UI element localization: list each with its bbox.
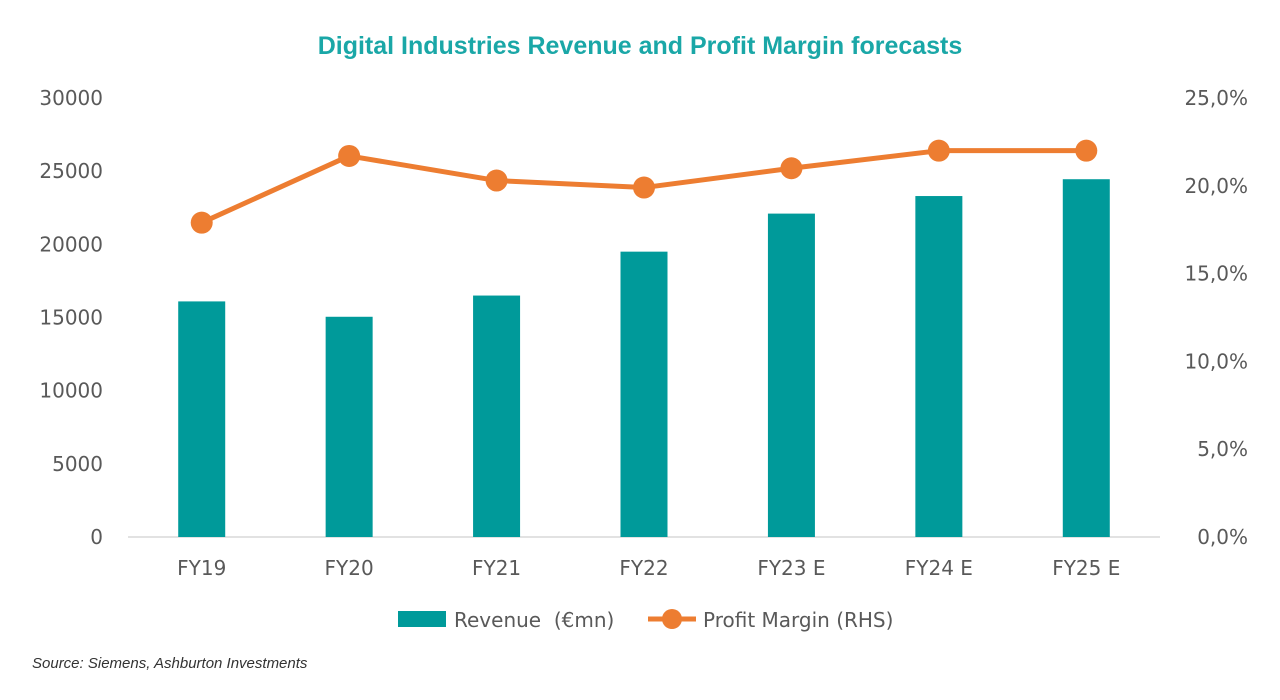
x-tick-label: FY25 E xyxy=(1052,556,1120,580)
left-tick-label: 15000 xyxy=(39,306,103,330)
right-tick-label: 20,0% xyxy=(1184,174,1248,198)
legend-margin-label: Profit Margin (RHS) xyxy=(703,608,893,632)
right-tick-label: 0,0% xyxy=(1197,525,1248,549)
revenue-bar xyxy=(473,295,521,537)
left-tick-label: 30000 xyxy=(39,86,103,110)
profit-margin-point xyxy=(190,211,213,234)
profit-margin-point xyxy=(338,144,361,167)
x-axis: FY19 FY20 FY21 FY22 FY23 E FY24 E FY25 E xyxy=(177,556,1120,580)
revenue-bar xyxy=(915,196,963,537)
left-tick-label: 10000 xyxy=(39,379,103,403)
x-tick-label: FY23 E xyxy=(757,556,825,580)
chart-title: Digital Industries Revenue and Profit Ma… xyxy=(318,32,963,60)
right-tick-label: 25,0% xyxy=(1184,86,1248,110)
revenue-bar xyxy=(1062,179,1110,537)
legend-revenue-swatch xyxy=(398,611,446,627)
left-y-axis: 0 5000 10000 15000 20000 25000 30000 xyxy=(39,86,103,549)
right-tick-label: 10,0% xyxy=(1184,349,1248,373)
x-tick-label: FY22 xyxy=(619,556,668,580)
profit-margin-point xyxy=(927,139,950,162)
revenue-bar xyxy=(178,301,226,537)
legend-revenue-label: Revenue (€mn) xyxy=(454,608,614,632)
revenue-bar xyxy=(325,316,373,537)
right-y-axis: 0,0% 5,0% 10,0% 15,0% 20,0% 25,0% xyxy=(1184,86,1248,549)
x-tick-label: FY20 xyxy=(325,556,374,580)
revenue-bars xyxy=(178,179,1110,537)
profit-margin-line xyxy=(190,139,1098,234)
right-tick-label: 5,0% xyxy=(1197,437,1248,461)
x-tick-label: FY24 E xyxy=(905,556,973,580)
legend-margin-swatch-marker xyxy=(662,609,682,629)
source-note: Source: Siemens, Ashburton Investments xyxy=(32,655,308,672)
x-tick-label: FY21 xyxy=(472,556,521,580)
legend: Revenue (€mn) Profit Margin (RHS) xyxy=(398,608,893,632)
revenue-bar xyxy=(620,251,668,537)
profit-margin-point xyxy=(485,169,508,192)
profit-margin-point xyxy=(1075,139,1098,162)
x-tick-label: FY19 xyxy=(177,556,226,580)
left-tick-label: 5000 xyxy=(52,452,103,476)
left-tick-label: 25000 xyxy=(39,159,103,183)
profit-margin-point xyxy=(633,176,655,199)
left-tick-label: 20000 xyxy=(39,232,103,256)
left-tick-label: 0 xyxy=(90,525,103,549)
revenue-bar xyxy=(767,213,815,537)
right-tick-label: 15,0% xyxy=(1184,262,1248,286)
profit-margin-point xyxy=(780,157,803,180)
